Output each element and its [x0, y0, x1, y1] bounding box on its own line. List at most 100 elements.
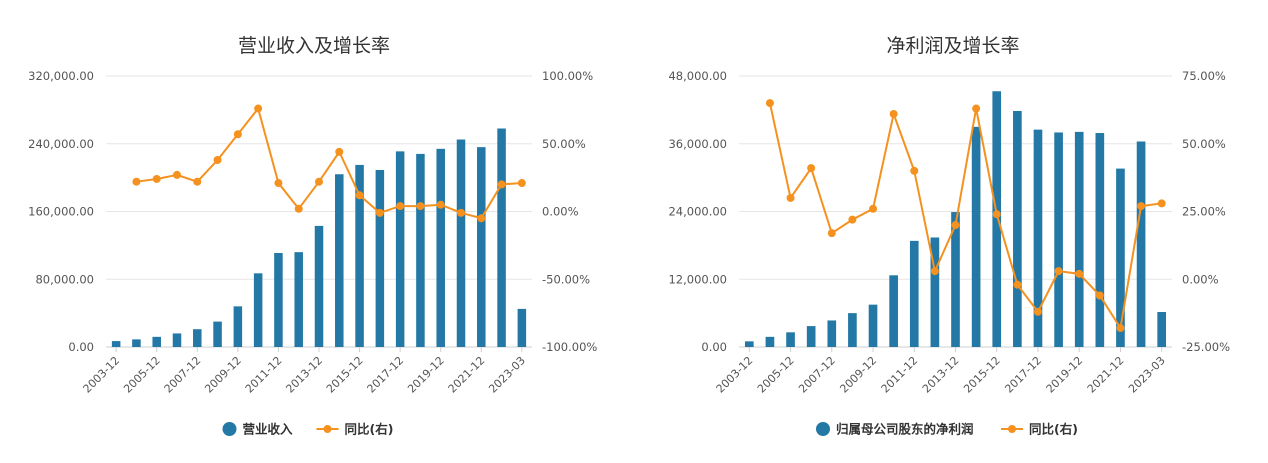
- revenue-bar: [111, 341, 121, 347]
- x-tick-label: 2015-12: [324, 354, 366, 396]
- net-profit-chart-svg: 净利润及增长率 0.00 -25.00% 12,000.00 0.00% 24,000.0…: [668, 35, 1230, 437]
- y-right-tick-label: 0.00%: [1182, 272, 1219, 286]
- y-right-tick-label: 25.00%: [1182, 205, 1226, 219]
- growth-point: [294, 204, 303, 213]
- revenue-bar: [172, 333, 182, 347]
- legend-line-dot: [1008, 425, 1016, 433]
- x-tick-label: 2013-12: [920, 354, 962, 396]
- revenue-bar: [1136, 141, 1146, 347]
- growth-point: [765, 99, 774, 108]
- revenue-chart-svg: 营业收入及增长率 0.00 -100.00% 80,000.00 -50.00% 160,…: [28, 35, 597, 437]
- x-tick-label: 2013-12: [283, 354, 325, 396]
- growth-line: [768, 102, 1162, 331]
- revenue-bar: [355, 164, 364, 347]
- growth-point: [1075, 269, 1084, 278]
- revenue-bar: [375, 170, 385, 347]
- growth-point: [889, 109, 898, 118]
- growth-point: [396, 202, 405, 211]
- y-right-tick-label: -50.00%: [542, 272, 590, 286]
- x-tick-label: 2007-12: [162, 354, 204, 396]
- revenue-bar: [456, 139, 466, 347]
- growth-point: [827, 229, 836, 238]
- growth-point: [1137, 202, 1146, 211]
- growth-point: [315, 177, 323, 186]
- revenue-bar: [314, 225, 324, 347]
- revenue-bar: [274, 252, 283, 347]
- growth-point: [132, 177, 141, 186]
- growth-point: [213, 156, 222, 165]
- legend-bar-label: 归属母公司股东的净利润: [836, 422, 974, 437]
- revenue-bar: [971, 126, 981, 347]
- x-tick-label: 2021-12: [1085, 354, 1127, 396]
- revenue-bar: [335, 174, 344, 347]
- revenue-bar: [253, 273, 263, 347]
- legend-line-dot: [323, 425, 332, 433]
- x-tick-label: 2019-12: [405, 354, 447, 396]
- growth-point: [517, 179, 526, 188]
- revenue-bar: [193, 329, 202, 347]
- y-right-tick-label: -100.00%: [542, 340, 597, 354]
- legend-line-label: 同比(右): [1029, 422, 1078, 437]
- y-right-tick-label: 0.00%: [542, 205, 579, 219]
- revenue-bar: [1074, 131, 1084, 347]
- y-left-tick-label: 36,000.00: [668, 137, 727, 151]
- x-tick-label: 2005-12: [755, 354, 797, 396]
- growth-point: [930, 267, 939, 276]
- x-tick-label: 2019-12: [1044, 354, 1086, 396]
- growth-point: [173, 170, 181, 179]
- growth-point: [193, 177, 202, 186]
- y-left-tick-label: 320,000.00: [28, 69, 94, 83]
- revenue-bar: [1054, 132, 1063, 347]
- x-tick-label: 2005-12: [121, 354, 163, 396]
- growth-point: [457, 208, 465, 217]
- legend-bar-label: 营业收入: [243, 422, 294, 437]
- y-left-tick-label: 24,000.00: [668, 205, 727, 219]
- revenue-bar: [1116, 168, 1125, 347]
- revenue-bar: [765, 336, 775, 347]
- y-right-tick-label: 50.00%: [1182, 137, 1226, 151]
- revenue-bar: [951, 212, 960, 347]
- x-tick-label: 2009-12: [837, 354, 879, 396]
- legend: 归属母公司股东的净利润 同比(右): [816, 422, 1078, 437]
- revenue-chart: 营业收入及增长率 0.00 -100.00% 80,000.00 -50.00% 160,…: [0, 0, 634, 459]
- chart-title: 净利润及增长率: [886, 35, 1019, 57]
- revenue-bar: [416, 153, 425, 347]
- revenue-bar: [744, 341, 754, 347]
- revenue-bar: [806, 326, 816, 347]
- x-tick-label: 2017-12: [365, 354, 407, 396]
- growth-point: [375, 208, 384, 217]
- growth-point: [152, 174, 161, 183]
- revenue-bar: [233, 306, 243, 347]
- net-profit-chart: 净利润及增长率 0.00 -25.00% 12,000.00 0.00% 24,000.0…: [634, 0, 1268, 459]
- x-tick-label: 2023-03: [1126, 354, 1168, 396]
- y-right-tick-label: 50.00%: [542, 137, 586, 151]
- growth-point: [497, 180, 506, 189]
- growth-point: [1095, 291, 1104, 300]
- revenue-bar: [517, 308, 527, 347]
- growth-point: [233, 130, 242, 139]
- y-left-tick-label: 160,000.00: [28, 205, 94, 219]
- revenue-bar: [930, 237, 940, 347]
- x-tick-label: 2011-12: [243, 354, 285, 396]
- growth-point: [786, 193, 795, 202]
- revenue-bar: [827, 320, 837, 347]
- revenue-bar: [477, 147, 486, 347]
- revenue-bar: [1095, 133, 1105, 347]
- y-left-tick-label: 0.00: [701, 340, 727, 354]
- revenue-bar: [294, 252, 303, 347]
- chart-title: 营业收入及增长率: [238, 35, 390, 57]
- revenue-bar: [213, 321, 222, 347]
- revenue-bar: [132, 339, 141, 347]
- growth-point: [477, 214, 486, 223]
- growth-point: [355, 191, 364, 200]
- x-tick-label: 2015-12: [961, 354, 1003, 396]
- revenue-bar: [868, 304, 878, 347]
- growth-point: [274, 179, 283, 188]
- y-left-tick-label: 0.00: [68, 340, 94, 354]
- y-right-tick-label: -25.00%: [1182, 340, 1230, 354]
- revenue-bar: [152, 336, 161, 347]
- x-tick-label: 2011-12: [879, 354, 921, 396]
- x-tick-label: 2003-12: [714, 354, 756, 396]
- growth-point: [869, 204, 878, 213]
- x-tick-label: 2017-12: [1002, 354, 1044, 396]
